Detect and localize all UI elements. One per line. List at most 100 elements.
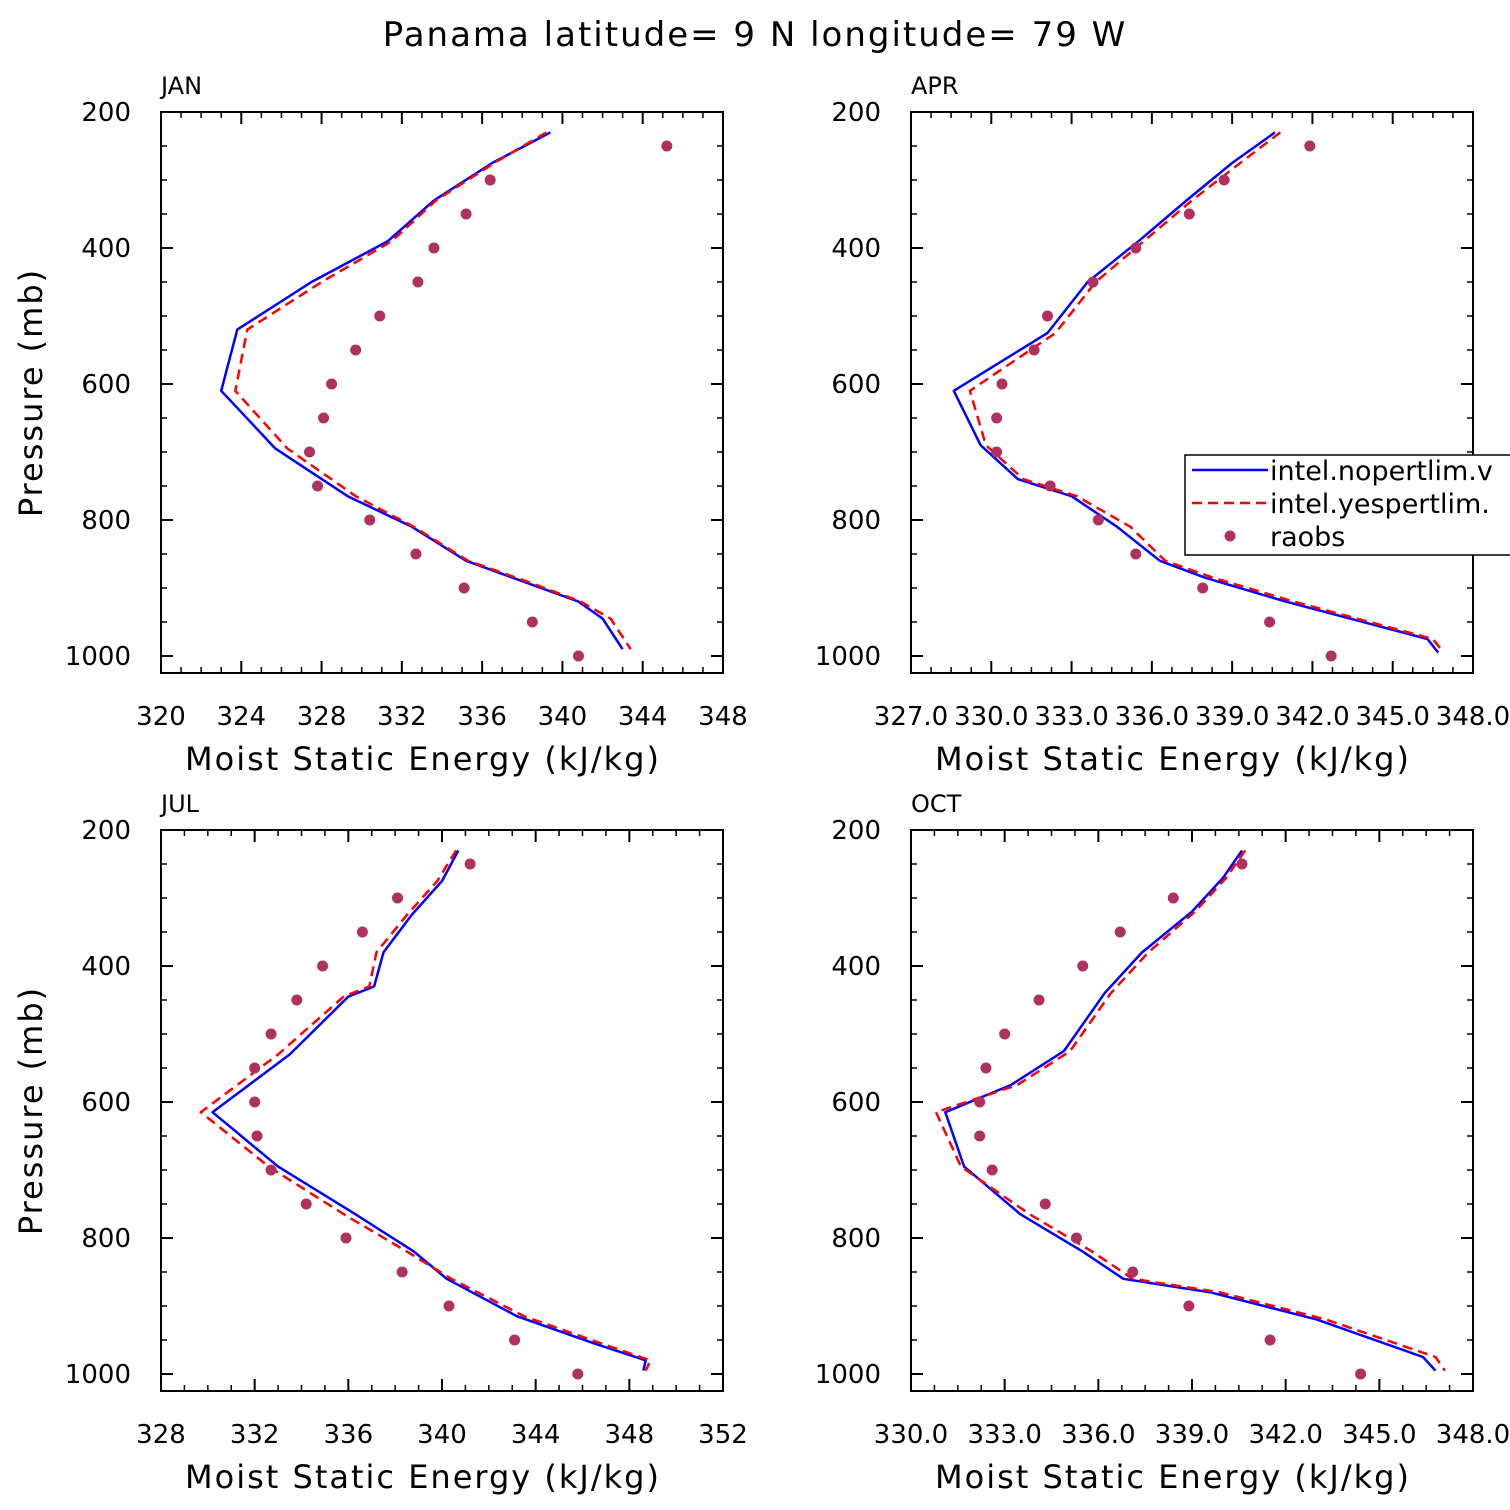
panels: JAN 320 324 328 332 336 340 344 348 200 400 600 800 1… [12, 72, 1510, 1496]
series-line-nopertlim-jul [211, 849, 647, 1371]
raobs-point-jan [350, 344, 362, 356]
raobs-point-oct [1264, 1334, 1276, 1346]
raobs-point-jan [326, 378, 338, 390]
raobs-point-oct [1127, 1266, 1139, 1278]
x-tick-label-oct: 333.0 [967, 1420, 1041, 1450]
raobs-point-apr [991, 412, 1003, 424]
raobs-point-apr [1041, 310, 1053, 322]
raobs-point-jul [291, 994, 303, 1006]
raobs-point-apr [991, 446, 1003, 458]
raobs-point-jan [526, 616, 538, 628]
raobs-point-apr [1087, 276, 1099, 288]
y-tick-label-jul: 1000 [65, 1360, 131, 1390]
raobs-point-jan [410, 548, 422, 560]
x-tick-label-apr: 345.0 [1355, 702, 1429, 732]
raobs-point-apr [1028, 344, 1040, 356]
y-tick-label-jan: 200 [81, 98, 131, 128]
y-axis-label-jul: Pressure (mb) [12, 986, 50, 1235]
raobs-point-apr [1197, 582, 1209, 594]
raobs-point-oct [999, 1028, 1011, 1040]
x-tick-label-oct: 339.0 [1155, 1420, 1229, 1450]
series-line-yespertlim-jul [199, 849, 652, 1372]
x-tick-label-jul: 336 [324, 1420, 374, 1450]
x-tick-label-oct: 348.0 [1436, 1420, 1510, 1450]
x-tick-label-jan: 348 [698, 702, 748, 732]
raobs-point-oct [1114, 926, 1126, 938]
raobs-point-oct [980, 1062, 992, 1074]
x-tick-label-jan: 324 [216, 702, 266, 732]
raobs-point-oct [1236, 858, 1248, 870]
raobs-point-oct [986, 1164, 998, 1176]
y-tick-label-apr: 1000 [815, 642, 881, 672]
legend-label-yespertlim: intel.yespertlim. [1270, 489, 1490, 520]
x-axis-label-oct: Moist Static Energy (kJ/kg) [935, 1458, 1411, 1496]
series-line-nopertlim-oct [944, 849, 1437, 1372]
raobs-point-jul [340, 1232, 352, 1244]
raobs-point-oct [1039, 1198, 1051, 1210]
raobs-point-jan [572, 650, 584, 662]
x-axis-label-jan: Moist Static Energy (kJ/kg) [185, 740, 661, 778]
x-tick-label-oct: 336.0 [1061, 1420, 1135, 1450]
series-line-yespertlim-oct [934, 849, 1446, 1372]
raobs-point-oct [1167, 892, 1179, 904]
raobs-point-jul [249, 1096, 261, 1108]
raobs-point-apr [1092, 514, 1104, 526]
y-tick-label-apr: 200 [831, 98, 881, 128]
panel-jan: JAN 320 324 328 332 336 340 344 348 200 400 600 800 1… [12, 72, 748, 778]
y-tick-label-jul: 600 [81, 1088, 131, 1118]
raobs-point-apr [1130, 242, 1142, 254]
y-tick-label-oct: 600 [831, 1088, 881, 1118]
y-tick-label-jul: 200 [81, 816, 131, 846]
series-line-yespertlim-apr [968, 131, 1445, 654]
raobs-point-oct [1070, 1232, 1082, 1244]
raobs-point-jan [428, 242, 440, 254]
x-tick-label-apr: 348.0 [1436, 702, 1510, 732]
x-tick-label-oct: 342.0 [1248, 1420, 1322, 1450]
x-tick-label-jul: 344 [511, 1420, 561, 1450]
y-axis-label-jan: Pressure (mb) [12, 268, 50, 517]
raobs-point-oct [1077, 960, 1089, 972]
x-tick-label-jan: 340 [538, 702, 588, 732]
panel-title-jul: JUL [159, 790, 200, 818]
x-axis-label-jul: Moist Static Energy (kJ/kg) [185, 1458, 661, 1496]
plot-frame-jul [160, 829, 724, 1392]
raobs-point-jul [300, 1198, 312, 1210]
y-tick-label-apr: 600 [831, 370, 881, 400]
raobs-point-jul [443, 1300, 455, 1312]
raobs-point-apr [1304, 140, 1316, 152]
x-tick-label-apr: 330.0 [954, 702, 1028, 732]
series-line-yespertlim-jan [234, 131, 632, 650]
legend-marker-raobs [1224, 530, 1236, 542]
panel-oct: OCT 330.0 333.0 336.0 339.0 342.0 345.0 348.0 20… [815, 790, 1510, 1496]
raobs-point-oct [1183, 1300, 1195, 1312]
x-tick-label-jul: 332 [230, 1420, 280, 1450]
x-axis-label-apr: Moist Static Energy (kJ/kg) [935, 740, 1411, 778]
raobs-point-apr [996, 378, 1008, 390]
x-tick-label-oct: 330.0 [874, 1420, 948, 1450]
y-tick-label-jul: 800 [81, 1224, 131, 1254]
raobs-point-jul [317, 960, 329, 972]
raobs-point-jul [392, 892, 404, 904]
legend: intel.nopertlim.v intel.yespertlim. raob… [1184, 454, 1510, 556]
legend-box [1184, 454, 1510, 556]
panel-title-apr: APR [911, 72, 959, 100]
raobs-point-jul [572, 1368, 584, 1380]
raobs-point-jul [249, 1062, 261, 1074]
raobs-point-jan [374, 310, 386, 322]
raobs-point-jan [458, 582, 470, 594]
x-tick-label-jan: 328 [297, 702, 347, 732]
raobs-point-jan [412, 276, 424, 288]
raobs-point-jan [304, 446, 316, 458]
y-tick-label-apr: 800 [831, 506, 881, 536]
raobs-point-jul [464, 858, 476, 870]
raobs-point-apr [1325, 650, 1337, 662]
x-tick-label-jan: 332 [377, 702, 427, 732]
x-tick-label-jul: 352 [698, 1420, 748, 1450]
panel-title-jan: JAN [159, 72, 202, 100]
raobs-point-apr [1130, 548, 1142, 560]
x-tick-label-jul: 340 [417, 1420, 467, 1450]
x-tick-label-jan: 336 [457, 702, 507, 732]
raobs-point-jan [661, 140, 673, 152]
x-tick-label-jan: 344 [618, 702, 668, 732]
